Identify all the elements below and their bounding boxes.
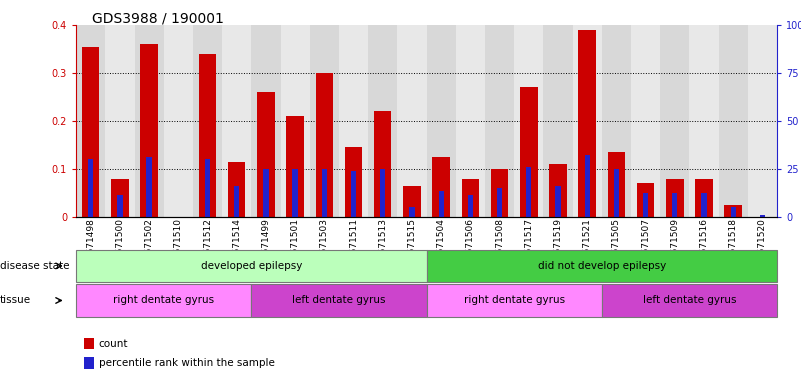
Bar <box>310 25 339 217</box>
Bar <box>88 159 94 217</box>
Bar <box>280 25 310 217</box>
Text: left dentate gyrus: left dentate gyrus <box>642 295 736 306</box>
Text: count: count <box>99 339 128 349</box>
Bar <box>748 25 777 217</box>
Text: developed epilepsy: developed epilepsy <box>200 261 302 271</box>
Text: disease state: disease state <box>0 261 70 271</box>
Bar <box>264 169 268 217</box>
Bar <box>456 25 485 217</box>
Text: GDS3988 / 190001: GDS3988 / 190001 <box>92 12 224 25</box>
Bar <box>585 155 590 217</box>
Bar <box>520 88 537 217</box>
Bar <box>433 157 450 217</box>
Bar <box>702 193 706 217</box>
Bar <box>117 195 123 217</box>
Bar <box>368 25 397 217</box>
Bar <box>199 54 216 217</box>
Bar <box>409 207 415 217</box>
Bar <box>147 157 151 217</box>
Bar <box>573 25 602 217</box>
Bar <box>344 147 362 217</box>
Bar <box>468 195 473 217</box>
Bar <box>578 30 596 217</box>
Bar <box>666 179 683 217</box>
Bar <box>76 25 105 217</box>
Bar <box>438 190 444 217</box>
Bar <box>316 73 333 217</box>
Bar <box>257 92 275 217</box>
Bar <box>526 167 531 217</box>
Bar <box>222 25 252 217</box>
Bar <box>234 186 239 217</box>
Bar <box>287 116 304 217</box>
Bar <box>660 25 690 217</box>
Bar <box>228 162 245 217</box>
Bar <box>135 25 163 217</box>
Bar <box>111 179 129 217</box>
Bar <box>614 169 619 217</box>
Bar <box>759 215 765 217</box>
Bar <box>514 25 543 217</box>
Bar <box>631 25 660 217</box>
Bar <box>205 159 210 217</box>
Bar <box>672 193 678 217</box>
Bar <box>140 44 158 217</box>
Bar <box>397 25 427 217</box>
Bar <box>485 25 514 217</box>
Text: right dentate gyrus: right dentate gyrus <box>464 295 565 306</box>
Bar <box>543 25 573 217</box>
Bar <box>374 111 392 217</box>
Bar <box>608 152 625 217</box>
Text: tissue: tissue <box>0 295 31 306</box>
Bar <box>105 25 135 217</box>
Text: right dentate gyrus: right dentate gyrus <box>113 295 214 306</box>
Bar <box>602 25 631 217</box>
Text: left dentate gyrus: left dentate gyrus <box>292 295 385 306</box>
Bar <box>497 188 502 217</box>
Bar <box>427 25 456 217</box>
Bar <box>555 186 561 217</box>
Bar <box>695 179 713 217</box>
Bar <box>690 25 718 217</box>
Bar <box>643 193 648 217</box>
Bar <box>724 205 742 217</box>
Bar <box>163 25 193 217</box>
Bar <box>351 171 356 217</box>
Bar <box>491 169 509 217</box>
Bar <box>380 169 385 217</box>
Text: did not develop epilepsy: did not develop epilepsy <box>537 261 666 271</box>
Bar <box>461 179 479 217</box>
Bar <box>339 25 368 217</box>
Bar <box>322 169 327 217</box>
Bar <box>403 186 421 217</box>
Bar <box>637 184 654 217</box>
Bar <box>718 25 748 217</box>
Bar <box>193 25 222 217</box>
Bar <box>82 46 99 217</box>
Bar <box>549 164 567 217</box>
Text: percentile rank within the sample: percentile rank within the sample <box>99 358 275 368</box>
Bar <box>252 25 280 217</box>
Bar <box>731 207 736 217</box>
Bar <box>292 169 298 217</box>
